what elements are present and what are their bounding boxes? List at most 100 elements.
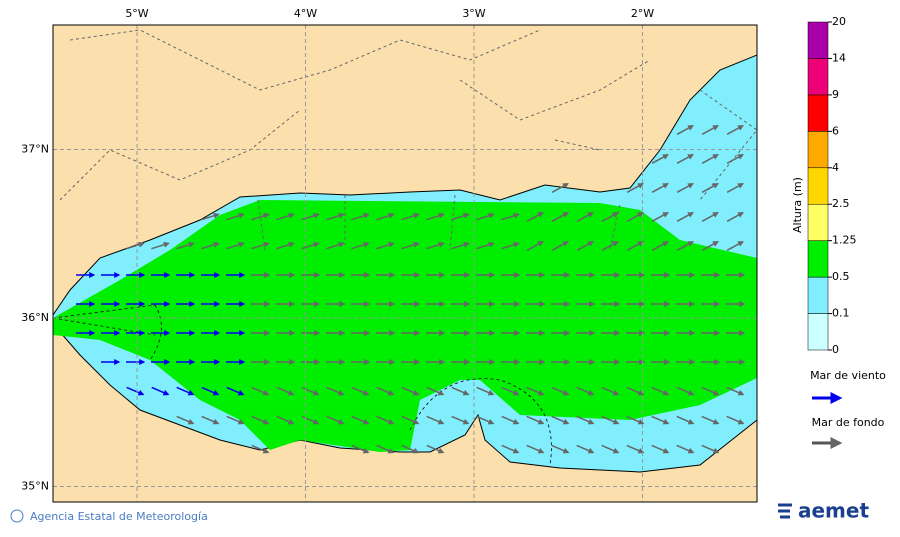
swell-arrow-background (526, 415, 545, 425)
swell-arrow-background (726, 386, 745, 396)
legend-label: Mar de fondo (812, 416, 885, 429)
logo: aemet (798, 499, 869, 523)
swell-arrow-background (726, 125, 744, 135)
lon-tick-label: 5°W (125, 7, 148, 20)
swell-arrow-background (301, 241, 320, 250)
colorbar-segment (807, 313, 829, 351)
swell-arrow-background (451, 212, 470, 221)
colorbar-segment (807, 21, 829, 59)
swell-arrow-background (451, 241, 470, 250)
swell-arrow-background (476, 241, 495, 250)
swell-arrow-background (726, 154, 744, 164)
colorbar-segment (807, 203, 829, 241)
colorbar-segment (807, 240, 829, 278)
swell-arrow-background (426, 212, 445, 221)
swell-arrow-background (651, 212, 669, 222)
swell-arrow-background (501, 444, 520, 454)
swell-arrow-background (476, 386, 495, 396)
swell-arrow-background (526, 241, 544, 251)
swell-arrow-background (651, 154, 669, 164)
swell-arrow-background (601, 386, 620, 396)
lon-tick-label: 2°W (631, 7, 654, 20)
swell-arrow-background (501, 241, 520, 250)
swell-arrow-background (526, 386, 545, 396)
swell-arrow-background (526, 212, 544, 222)
swell-arrow-background (726, 241, 744, 251)
borders (59, 29, 757, 251)
swell-arrow-background (651, 241, 669, 251)
swell-arrow-background (201, 241, 220, 250)
colorbar-tick-label: 9 (832, 88, 839, 101)
swell-arrow-background (251, 212, 270, 221)
swell-arrow-background (676, 415, 695, 425)
colorbar-tick-label: 0.1 (832, 307, 850, 320)
swell-arrow-background (401, 444, 420, 454)
lon-tick-label: 4°W (294, 7, 317, 20)
colorbar-tick-label: 1.25 (832, 234, 857, 247)
swell-arrow-background (476, 212, 495, 221)
swell-arrow-background (676, 212, 694, 222)
swell-arrow-background (726, 183, 744, 193)
swell-arrow-background (276, 212, 295, 221)
swell-arrow-background (251, 386, 270, 396)
swell-arrow-background (701, 386, 720, 396)
swell-arrow-background (326, 415, 345, 425)
swell-arrow-background (176, 241, 195, 250)
swell-arrow-background (501, 415, 520, 425)
swell-arrow-background (551, 183, 569, 193)
swell-arrow-background (676, 125, 694, 135)
colorbar-segment (807, 94, 829, 132)
swell-arrow-background (676, 183, 694, 193)
swell-arrow-background (426, 415, 445, 425)
swell-arrow-background (326, 386, 345, 396)
swell-arrow-background (601, 212, 619, 222)
swell-arrow-background (201, 415, 220, 425)
colorbar-tick-label: 20 (832, 15, 846, 28)
swell-arrow-background (276, 386, 295, 396)
swell-arrow-background (601, 241, 619, 251)
swell-arrow-background (351, 212, 370, 221)
swell-arrow-background (651, 415, 670, 425)
swell-arrow-background (551, 415, 570, 425)
swell-arrow-background (326, 212, 345, 221)
colorbar-segment (807, 276, 829, 314)
copyright-icon (10, 509, 24, 523)
swell-arrow-background (201, 212, 220, 221)
swell-arrow-background (701, 241, 719, 251)
lat-tick-label: 37°N (21, 143, 49, 156)
logo-icon (778, 503, 792, 519)
swell-arrow-background (326, 241, 345, 250)
swell-arrow-background (626, 212, 644, 222)
swell-arrow-background (451, 386, 470, 396)
swell-arrow-background (301, 386, 320, 396)
swell-arrow-background (226, 415, 245, 425)
swell-arrow-background (401, 415, 420, 425)
swell-arrow-background (401, 386, 420, 396)
swell-arrow-background (376, 444, 395, 454)
colorbar-tick-label: 0 (832, 343, 839, 356)
swell-arrow-background (376, 241, 395, 250)
colorbar-segment (807, 131, 829, 169)
swell-arrow-background (301, 212, 320, 221)
swell-arrow-background (376, 212, 395, 221)
swell-arrow-wind (151, 386, 170, 396)
lat-tick-label: 35°N (21, 480, 49, 493)
swell-arrow-background (701, 154, 719, 164)
swell-arrow-background (401, 212, 420, 221)
swell-arrow-background (651, 183, 669, 193)
swell-arrow-background (551, 386, 570, 396)
swell-arrow-background (251, 241, 270, 250)
swell-arrow-background (576, 212, 594, 222)
swell-arrow-background (351, 444, 370, 454)
swell-arrow-background (626, 386, 645, 396)
colorbar-tick-label: 4 (832, 161, 839, 174)
swell-arrow-wind (201, 386, 220, 396)
lat-tick-label: 36°N (21, 311, 49, 324)
swell-arrow-background (651, 444, 670, 454)
swell-arrow-background (351, 386, 370, 396)
swell-arrow-background (626, 415, 645, 425)
swell-arrow-background (451, 415, 470, 425)
credit: Agencia Estatal de Meteorología (30, 510, 208, 523)
colorbar-label: Altura (m) (791, 177, 804, 233)
swell-arrow-background (301, 415, 320, 425)
